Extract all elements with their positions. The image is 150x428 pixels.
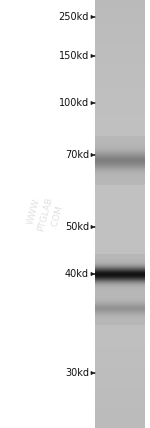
Text: 40kd: 40kd	[65, 269, 89, 279]
Text: WWW.
PTGLAB
.COM: WWW. PTGLAB .COM	[25, 193, 65, 235]
Text: 100kd: 100kd	[59, 98, 89, 108]
Text: 250kd: 250kd	[59, 12, 89, 22]
Text: 70kd: 70kd	[65, 150, 89, 160]
Text: 150kd: 150kd	[59, 51, 89, 61]
Text: 30kd: 30kd	[65, 368, 89, 378]
Text: 50kd: 50kd	[65, 222, 89, 232]
